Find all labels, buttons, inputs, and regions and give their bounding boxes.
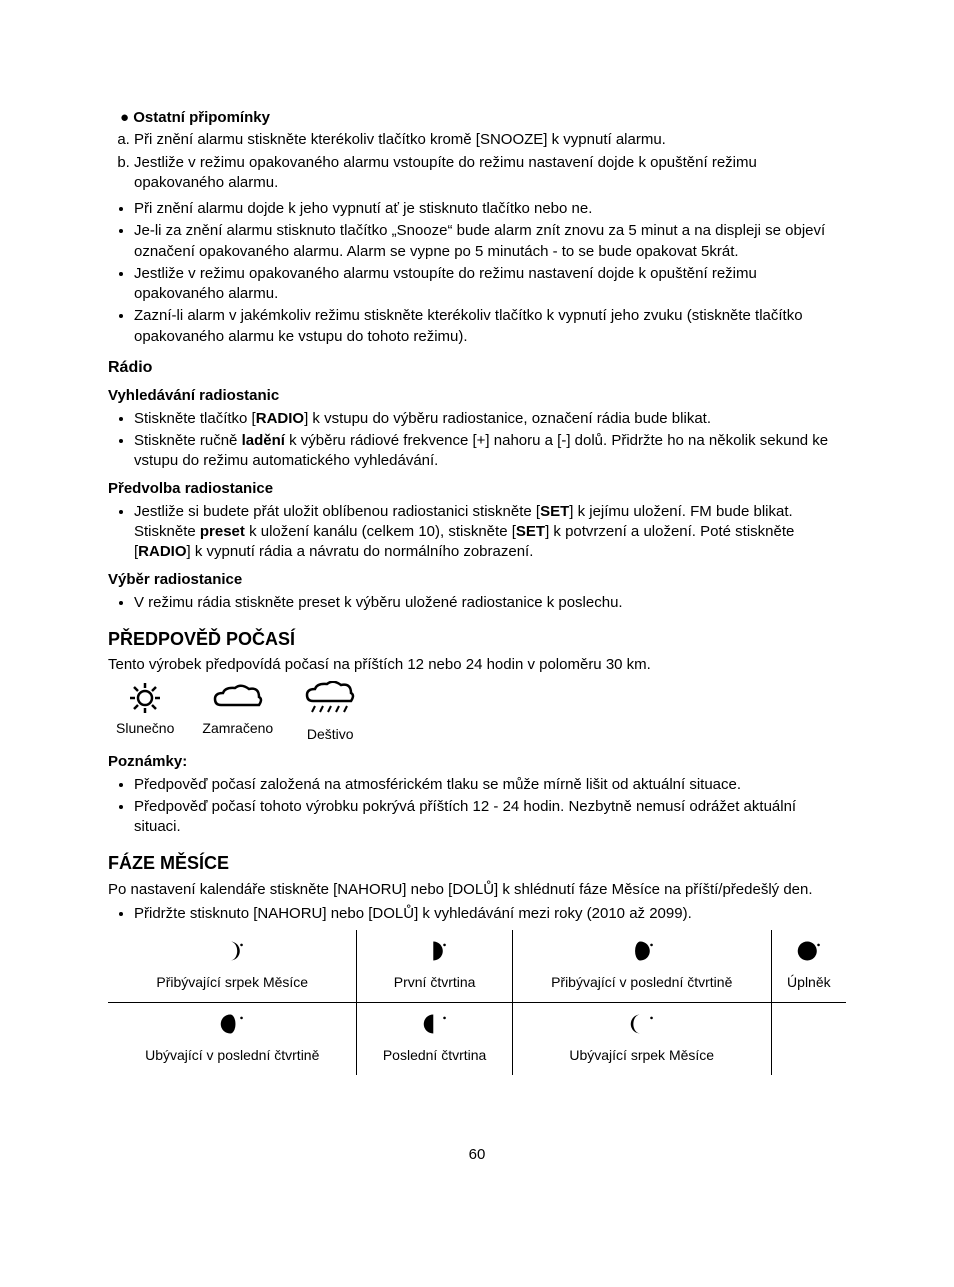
cloud-icon	[209, 681, 267, 715]
list-item: Přidržte stisknuto [NAHORU] nebo [DOLŮ] …	[134, 904, 846, 924]
moon-phase-icon	[219, 938, 245, 964]
weather-notes-title: Poznámky:	[108, 752, 846, 772]
list-item: Stiskněte tlačítko [RADIO] k vstupu do v…	[134, 409, 846, 429]
weather-intro: Tento výrobek předpovídá počasí na příšt…	[108, 655, 846, 675]
radio-sub3-list: V režimu rádia stiskněte preset k výběru…	[108, 593, 846, 613]
weather-label: Deštivo	[301, 725, 359, 744]
moon-phase-label: Úplněk	[778, 973, 840, 992]
radio-sub2-list: Jestliže si budete přát uložit oblíbenou…	[108, 502, 846, 563]
moon-phase-table: Přibývající srpek Měsíce První čtvrtina Př…	[108, 930, 846, 1075]
weather-label: Zamračeno	[202, 719, 273, 738]
weather-icons-row: Slunečno Zamračeno Deštivo	[116, 681, 846, 744]
moon-cell: Poslední čtvrtina	[357, 1002, 512, 1074]
moon-cell: Ubývající v poslední čtvrtině	[108, 1002, 357, 1074]
sun-icon	[126, 681, 164, 715]
moon-phase-label: Ubývající srpek Měsíce	[519, 1046, 765, 1065]
weather-notes-list: Předpověď počasí založená na atmosférick…	[108, 775, 846, 838]
list-item: Stiskněte ručně ladění k výběru rádiové …	[134, 431, 846, 472]
moon-cell: Přibývající srpek Měsíce	[108, 930, 357, 1002]
moon-cell	[771, 1002, 846, 1074]
radio-sub2-title: Předvolba radiostanice	[108, 479, 846, 499]
moon-phase-icon	[629, 1011, 655, 1037]
moon-note-list: Přidržte stisknuto [NAHORU] nebo [DOLŮ] …	[108, 904, 846, 924]
moon-phase-icon	[422, 1011, 448, 1037]
reminders-bullet-list: Při znění alarmu dojde k jeho vypnutí ať…	[108, 199, 846, 347]
moon-cell: První čtvrtina	[357, 930, 512, 1002]
list-item: Jestliže v režimu opakovaného alarmu vst…	[134, 264, 846, 305]
weather-label: Slunečno	[116, 719, 174, 738]
radio-heading: Rádio	[108, 357, 846, 379]
radio-sub1-title: Vyhledávání radiostanic	[108, 386, 846, 406]
moon-cell: Přibývající v poslední čtvrtině	[512, 930, 771, 1002]
moon-phase-label: První čtvrtina	[363, 973, 505, 992]
reminders-ordered-list: Při znění alarmu stiskněte kterékoliv tl…	[108, 130, 846, 193]
weather-rainy: Deštivo	[301, 681, 359, 744]
moon-phase-icon	[629, 938, 655, 964]
moon-cell: Ubývající srpek Měsíce	[512, 1002, 771, 1074]
moon-phase-icon	[796, 938, 822, 964]
moon-phase-label: Přibývající srpek Měsíce	[114, 973, 350, 992]
list-item: Při znění alarmu dojde k jeho vypnutí ať…	[134, 199, 846, 219]
page-number: 60	[108, 1145, 846, 1165]
list-item: Předpověď počasí tohoto výrobku pokrývá …	[134, 797, 846, 838]
list-item: V režimu rádia stiskněte preset k výběru…	[134, 593, 846, 613]
list-item: Předpověď počasí založená na atmosférick…	[134, 775, 846, 795]
moon-cell: Úplněk	[771, 930, 846, 1002]
moon-phase-icon	[219, 1011, 245, 1037]
weather-heading: PŘEDPOVĚĎ POČASÍ	[108, 627, 846, 651]
moon-phase-label: Ubývající v poslední čtvrtině	[114, 1046, 350, 1065]
rain-icon	[301, 681, 359, 721]
weather-sunny: Slunečno	[116, 681, 174, 744]
moon-phase-label: Poslední čtvrtina	[363, 1046, 505, 1065]
radio-sub3-title: Výběr radiostanice	[108, 570, 846, 590]
moon-heading: FÁZE MĚSÍCE	[108, 851, 846, 875]
list-item: Jestliže si budete přát uložit oblíbenou…	[134, 502, 846, 563]
reminders-heading: ● Ostatní připomínky	[120, 108, 846, 128]
list-item: Je-li za znění alarmu stisknuto tlačítko…	[134, 221, 846, 262]
moon-intro: Po nastavení kalendáře stiskněte [NAHORU…	[108, 880, 846, 900]
list-item: Zazní-li alarm v jakémkoliv režimu stisk…	[134, 306, 846, 347]
weather-cloudy: Zamračeno	[202, 681, 273, 744]
moon-phase-icon	[422, 938, 448, 964]
moon-phase-label: Přibývající v poslední čtvrtině	[519, 973, 765, 992]
list-item: Při znění alarmu stiskněte kterékoliv tl…	[134, 130, 846, 150]
radio-sub1-list: Stiskněte tlačítko [RADIO] k vstupu do v…	[108, 409, 846, 472]
list-item: Jestliže v režimu opakovaného alarmu vst…	[134, 153, 846, 194]
